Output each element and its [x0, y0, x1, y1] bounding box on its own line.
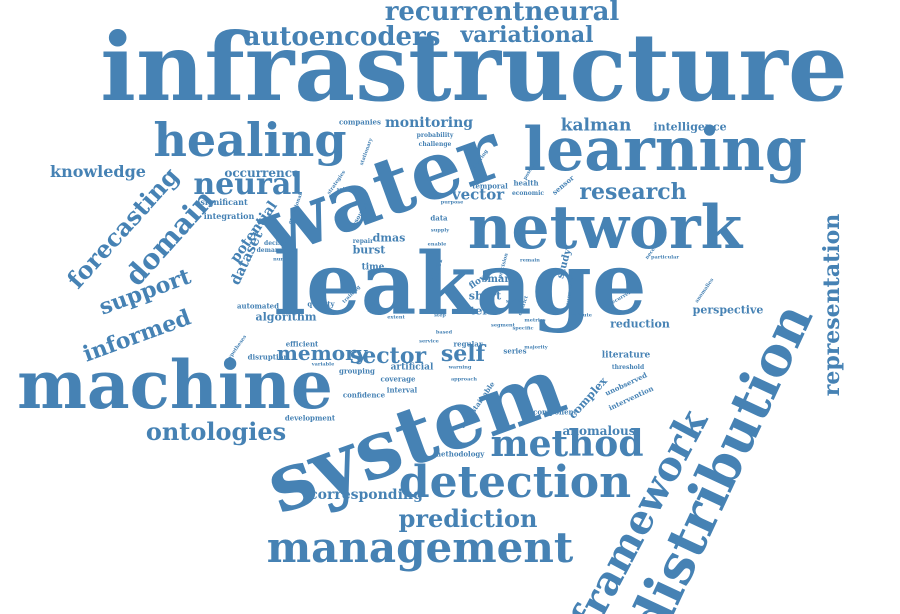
word-coverage: coverage	[380, 374, 416, 384]
word-segment: segment	[491, 322, 515, 329]
word-particular: particular	[650, 254, 680, 261]
word-supply: supply	[430, 227, 450, 234]
word-grouping: grouping	[339, 366, 375, 376]
word-solution: solution	[336, 186, 360, 193]
word-knowledge: knowledge	[50, 162, 146, 181]
word-method: method	[490, 423, 644, 465]
word-burst: burst	[352, 243, 386, 257]
word-self: self	[440, 341, 486, 367]
word-variable: variable	[311, 361, 335, 368]
word-research: research	[579, 179, 687, 205]
word-demand: demand	[256, 247, 284, 254]
word-sector: sector	[349, 343, 427, 369]
word-step: step	[434, 312, 446, 319]
word-representation: representation	[819, 213, 845, 397]
word-quality: quality	[307, 299, 335, 309]
word-automated: automated	[236, 301, 280, 311]
word-purpose: purpose	[440, 199, 464, 206]
word-recurrentneural: recurrentneural	[384, 0, 620, 27]
word-machine: machine	[17, 346, 333, 424]
word-healing: healing	[153, 113, 347, 167]
word-interval: interval	[386, 385, 418, 395]
word-detection: detection	[398, 457, 632, 508]
word-economic: economic	[511, 190, 545, 197]
word-learning: learning	[523, 115, 807, 185]
word-specific: specific	[512, 325, 534, 332]
word-efficient: efficient	[285, 339, 319, 349]
word-integration: integration	[203, 211, 255, 221]
word-data: data	[430, 213, 448, 223]
word-prediction: prediction	[398, 504, 538, 533]
word-network: network	[467, 193, 743, 263]
word-regular: regular	[453, 339, 483, 349]
word-service: service	[419, 338, 439, 345]
word-temporal: temporal	[472, 181, 508, 191]
word-variational: variational	[460, 22, 594, 48]
word-methodology: methodology	[433, 449, 485, 459]
word-number: number	[273, 256, 295, 263]
word-memory: memory	[276, 341, 368, 365]
word-minute: minute	[572, 312, 592, 319]
word-component: component	[533, 407, 577, 417]
word-leakage: leakage	[273, 234, 647, 335]
word-significant: significant	[200, 197, 248, 207]
word-remain: remain	[520, 257, 540, 264]
word-autoencoders: autoencoders	[243, 22, 441, 52]
word-development: development	[284, 413, 336, 423]
word-decision: decision	[264, 240, 292, 247]
word-repair: repair	[352, 238, 374, 245]
word-perspective: perspective	[692, 303, 764, 317]
word-based: based	[435, 329, 453, 336]
word-approach: approach	[450, 376, 478, 383]
word-companies: companies	[339, 117, 381, 127]
word-scale: scale	[505, 298, 521, 305]
word-management: management	[266, 523, 574, 572]
word-occurrence: occurrence	[224, 166, 300, 180]
word-anomalous: anomalous	[562, 424, 636, 438]
word-algorithm: algorithm	[255, 310, 317, 324]
word-extent: extent	[387, 314, 405, 321]
word-challenge: challenge	[418, 141, 452, 148]
word-smart: smart	[481, 274, 515, 285]
word-infrastructure: infrastructure	[100, 13, 848, 123]
word-time: time	[361, 262, 385, 273]
word-short: short	[468, 289, 502, 303]
word-metrics: metrics	[524, 317, 546, 324]
word-health: health	[513, 178, 539, 188]
word-warning: warning	[448, 364, 472, 371]
word-ontologies: ontologies	[145, 417, 287, 446]
word-neural: neural	[193, 167, 303, 202]
word-vector: vector	[451, 185, 505, 204]
word-probability: probability	[416, 132, 454, 139]
word-dmas: dmas	[372, 231, 406, 245]
word-literature: literature	[601, 350, 651, 361]
word-corresponding: corresponding	[309, 487, 423, 503]
word-series: series	[503, 346, 527, 356]
word-artificial: artificial	[390, 362, 434, 373]
word-majority: majority	[524, 344, 548, 351]
word-monitoring: monitoring	[384, 115, 474, 131]
word-reduction: reduction	[610, 317, 670, 331]
word-disruption: disruption	[247, 352, 289, 362]
word-enable: enable	[427, 241, 447, 248]
word-threshold: threshold	[611, 364, 645, 371]
word-intelligence: intelligence	[653, 120, 727, 134]
word-anomalies: anomalies	[693, 277, 716, 305]
word-kalman: kalman	[560, 115, 632, 136]
word-term: term	[470, 304, 500, 318]
word-confidence: confidence	[342, 390, 386, 400]
